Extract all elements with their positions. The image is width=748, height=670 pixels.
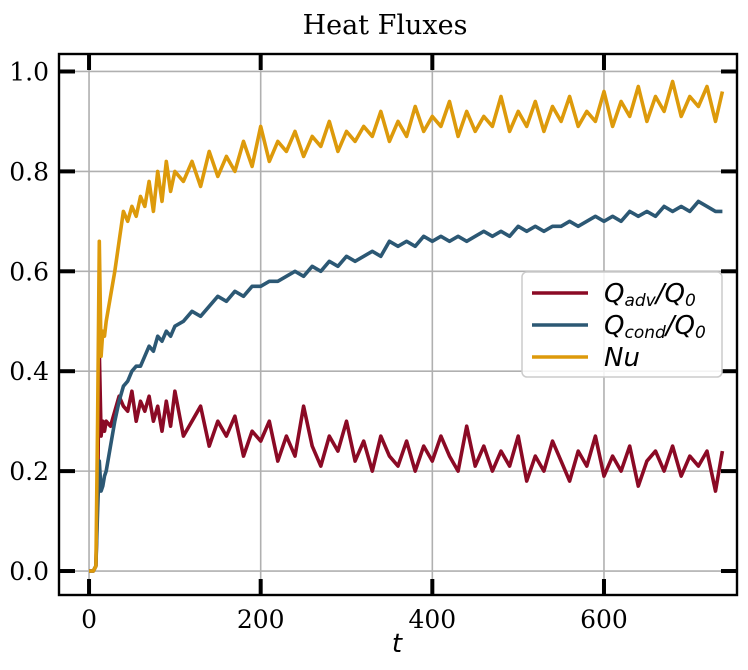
grid-lines [59,54,737,595]
x-axis-label: t [392,629,403,659]
chart-title: Heat Fluxes [303,10,468,41]
series-line-1 [89,349,725,573]
legend-label: Qcond/Q0 [604,311,706,343]
plot-frame [57,52,739,597]
legend-label-rest: /Q [654,279,685,309]
legend-label: Qadv/Q0 [604,279,696,311]
y-tick-label: 0.0 [9,557,49,586]
axis-tick-labels: 0 200 400 600 0.0 0.2 0.4 0.6 0.8 1.0 [9,57,628,634]
y-tick-label: 0.2 [9,457,49,486]
y-tick-label: 1.0 [9,57,49,86]
series-line-2 [89,199,723,573]
y-tick-label: 0.8 [9,157,49,186]
series-line-3 [89,79,725,573]
legend-label-sub2: 0 [695,323,706,343]
legend-label-sub2: 0 [685,291,696,311]
legend-label-main: Nu [604,343,640,373]
legend-label-sub: adv [624,291,656,311]
x-tick-label: 400 [408,605,456,634]
series-lines [89,79,725,573]
axis-ticks [59,54,737,595]
y-tick-label: 0.6 [9,257,49,286]
legend-label-sub: cond [624,323,666,343]
legend-label-main: Q [604,279,624,309]
legend-box [521,271,723,378]
x-tick-label: 600 [580,605,628,634]
legend-label-main: Q [604,311,624,341]
y-tick-label: 0.4 [9,357,49,386]
legend-label-rest: /Q [664,311,695,341]
x-tick-label: 0 [81,605,97,634]
legend-label: Nu [604,343,640,373]
x-tick-label: 200 [237,605,285,634]
